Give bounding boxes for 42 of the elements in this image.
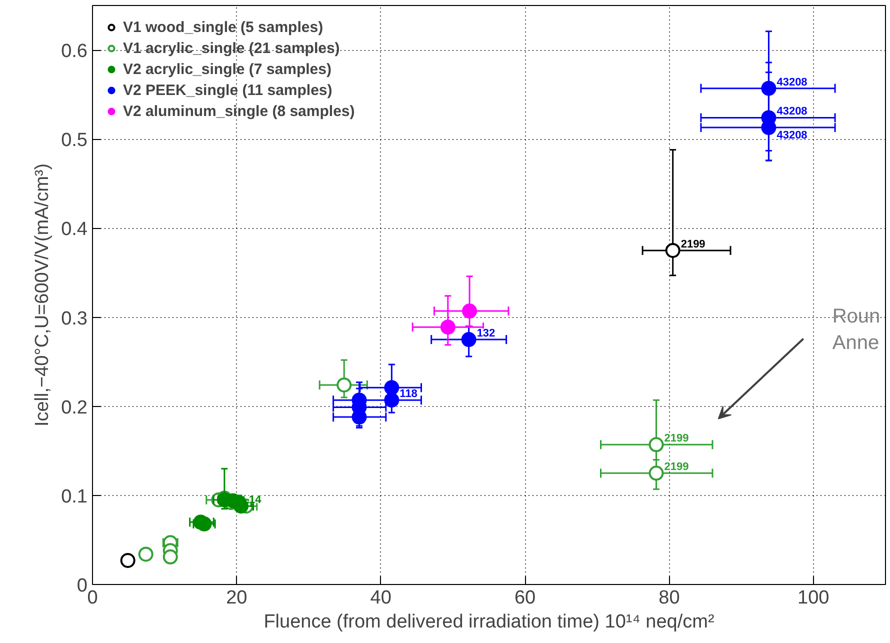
point	[761, 80, 776, 96]
annotation: 43208	[776, 106, 808, 118]
y-tick-label: 0.6	[61, 41, 88, 62]
point	[196, 516, 212, 532]
y-tick-label: 0.2	[61, 397, 88, 418]
point	[138, 546, 154, 562]
point	[162, 549, 178, 564]
point	[648, 466, 664, 481]
legend-label: V1 wood_single (5 samples)	[123, 18, 324, 36]
legend-label: V1 acrylic_single (21 samples)	[123, 39, 340, 57]
point	[462, 304, 478, 319]
x-tick-label: 100	[798, 588, 830, 608]
x-tick-label: 40	[370, 588, 392, 608]
point	[384, 380, 400, 396]
legend-label: V2 PEEK_single (11 samples)	[123, 81, 332, 99]
point	[665, 242, 680, 258]
point	[440, 320, 456, 335]
point	[648, 437, 664, 452]
annotation: 43208	[776, 76, 808, 88]
y-tick-label: 0.3	[61, 308, 88, 330]
x-tick-label: 60	[514, 588, 536, 608]
point	[461, 332, 476, 348]
annotation: 132	[476, 328, 496, 340]
point	[120, 552, 136, 568]
annotation: 2199	[664, 432, 689, 445]
annotation: 43208	[776, 130, 808, 142]
legend-label: V2 aluminum_single (8 samples)	[123, 102, 355, 120]
x-axis-title: Fluence (from delivered irradiation time) 10¹⁴ neq/cm²	[264, 612, 714, 632]
annotation: Roun Anne	[832, 306, 880, 354]
x-tick-label: 20	[226, 588, 248, 608]
legend-label: V2 acrylic_single (7 samples)	[123, 60, 332, 78]
annotation: 2199	[664, 461, 689, 474]
y-tick-label: 0.5	[61, 130, 88, 152]
annotation: 2199	[680, 238, 706, 250]
y-axis-title: Icell,−40°C,U=600V/V(mA/cm³)	[32, 163, 54, 427]
x-tick-label: 80	[658, 588, 680, 608]
point	[336, 377, 352, 392]
point	[234, 498, 249, 514]
annotation: 14	[249, 494, 262, 506]
y-tick-label: 0.1	[61, 486, 88, 508]
y-tick-label: 0.4	[61, 219, 88, 240]
annotation: 118	[400, 388, 418, 400]
